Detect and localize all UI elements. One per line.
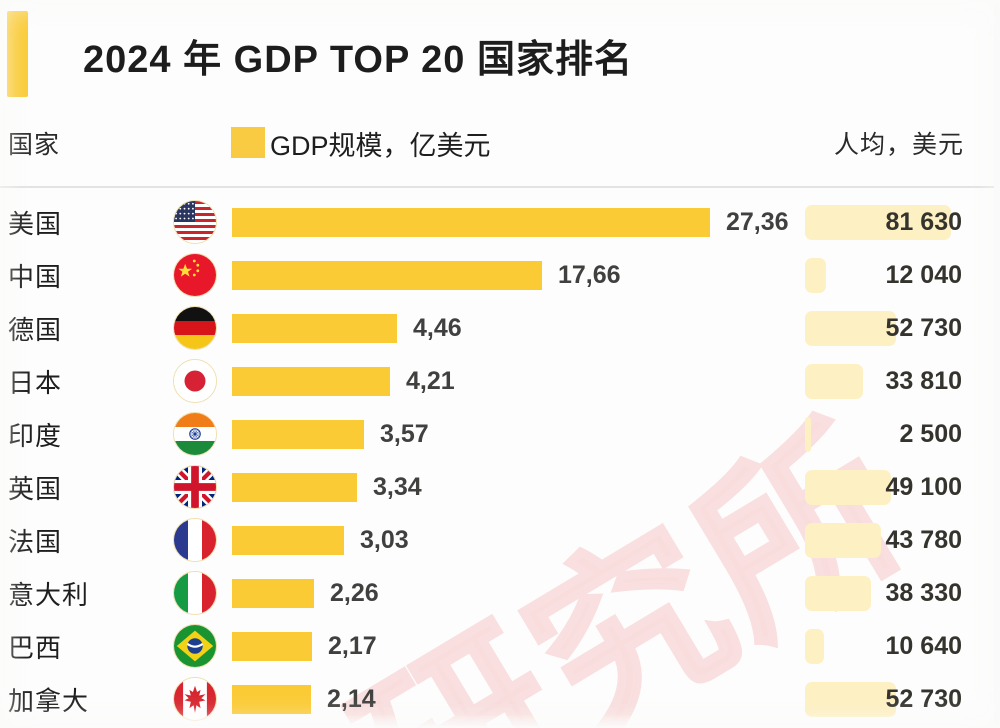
percapita-bar xyxy=(805,629,824,664)
country-name: 中国 xyxy=(8,262,63,292)
gdp-bar xyxy=(232,526,344,555)
country-name: 美国 xyxy=(8,209,63,239)
table-row[interactable]: 德国 4,46 52 730 xyxy=(0,302,1000,355)
country-name: 日本 xyxy=(8,368,63,398)
percapita-value-label: 2 500 xyxy=(899,420,962,448)
flag-icon-ca xyxy=(173,677,217,721)
header-divider xyxy=(0,186,1000,188)
table-row[interactable]: 中国 17,66 12 040 xyxy=(0,249,1000,302)
gdp-bar xyxy=(232,632,312,661)
percapita-bar xyxy=(805,417,811,452)
gdp-bar xyxy=(232,208,710,237)
flag-icon-cn xyxy=(173,253,217,297)
percapita-value-label: 52 730 xyxy=(885,314,962,342)
gdp-value-label: 27,36 xyxy=(726,208,789,236)
gdp-bar xyxy=(232,685,311,714)
gdp-bar xyxy=(232,420,364,449)
percapita-bar xyxy=(805,205,951,240)
gdp-bar xyxy=(232,261,542,290)
percapita-value-label: 43 780 xyxy=(885,526,962,554)
flag-icon-br xyxy=(173,624,217,668)
table-row[interactable]: 法国 3,03 43 780 xyxy=(0,514,1000,567)
percapita-bar xyxy=(805,258,826,293)
flag-icon-in xyxy=(173,412,217,456)
gdp-value-label: 3,34 xyxy=(373,473,422,501)
gdp-value-label: 2,17 xyxy=(328,632,377,660)
percapita-bar xyxy=(805,576,871,611)
table-row[interactable]: 美国 27,36 81 630 xyxy=(0,196,1000,249)
percapita-value-label: 49 100 xyxy=(885,473,962,501)
gdp-value-label: 4,21 xyxy=(406,367,455,395)
gdp-value-label: 3,03 xyxy=(360,526,409,554)
gdp-bar xyxy=(232,314,397,343)
column-header-gdp: GDP规模，亿美元 xyxy=(270,131,491,161)
country-name: 印度 xyxy=(8,421,63,451)
percapita-bar xyxy=(805,364,863,399)
percapita-value-label: 52 730 xyxy=(885,685,962,713)
flag-icon-gb xyxy=(173,465,217,509)
flag-icon-de xyxy=(173,306,217,350)
gdp-value-label: 2,26 xyxy=(330,579,379,607)
table-row[interactable]: 日本 4,21 33 810 xyxy=(0,355,1000,408)
column-header-percapita: 人均，美元 xyxy=(833,131,964,159)
flag-icon-jp xyxy=(173,359,217,403)
percapita-value-label: 10 640 xyxy=(885,632,962,660)
percapita-bar xyxy=(805,682,896,717)
flag-icon-it xyxy=(173,571,217,615)
gdp-legend-swatch xyxy=(231,127,265,158)
gdp-value-label: 17,66 xyxy=(558,261,621,289)
gdp-bar xyxy=(232,367,390,396)
gdp-bar xyxy=(232,473,357,502)
percapita-value-label: 33 810 xyxy=(885,367,962,395)
percapita-bar xyxy=(805,523,881,558)
column-header-country: 国家 xyxy=(8,131,61,159)
title-accent-bar xyxy=(7,11,28,97)
table-row[interactable]: 加拿大 2,14 52 730 xyxy=(0,673,1000,726)
percapita-bar xyxy=(805,311,896,346)
percapita-value-label: 38 330 xyxy=(885,579,962,607)
ranking-row-list: 美国 27,36 81 630 中国 17,66 12 040 德国 4,46 52 730… xyxy=(0,196,1000,728)
percapita-value-label: 12 040 xyxy=(885,261,962,289)
gdp-bar xyxy=(232,579,314,608)
flag-icon-fr xyxy=(173,518,217,562)
table-row[interactable]: 意大利 2,26 38 330 xyxy=(0,567,1000,620)
country-name: 巴西 xyxy=(8,633,63,663)
country-name: 英国 xyxy=(8,474,63,504)
percapita-bar xyxy=(805,470,891,505)
country-name: 法国 xyxy=(8,527,63,557)
gdp-value-label: 2,14 xyxy=(327,685,376,713)
country-name: 加拿大 xyxy=(8,686,90,716)
flag-icon-us xyxy=(173,200,217,244)
gdp-value-label: 3,57 xyxy=(380,420,429,448)
table-row[interactable]: 巴西 2,17 10 640 xyxy=(0,620,1000,673)
percapita-value-label: 81 630 xyxy=(885,208,962,236)
table-row[interactable]: 印度 3,57 2 500 xyxy=(0,408,1000,461)
page-title: 2024 年 GDP TOP 20 国家排名 xyxy=(83,39,633,81)
country-name: 德国 xyxy=(8,315,63,345)
gdp-value-label: 4,46 xyxy=(413,314,462,342)
country-name: 意大利 xyxy=(8,580,90,610)
table-row[interactable]: 英国 3,34 49 100 xyxy=(0,461,1000,514)
